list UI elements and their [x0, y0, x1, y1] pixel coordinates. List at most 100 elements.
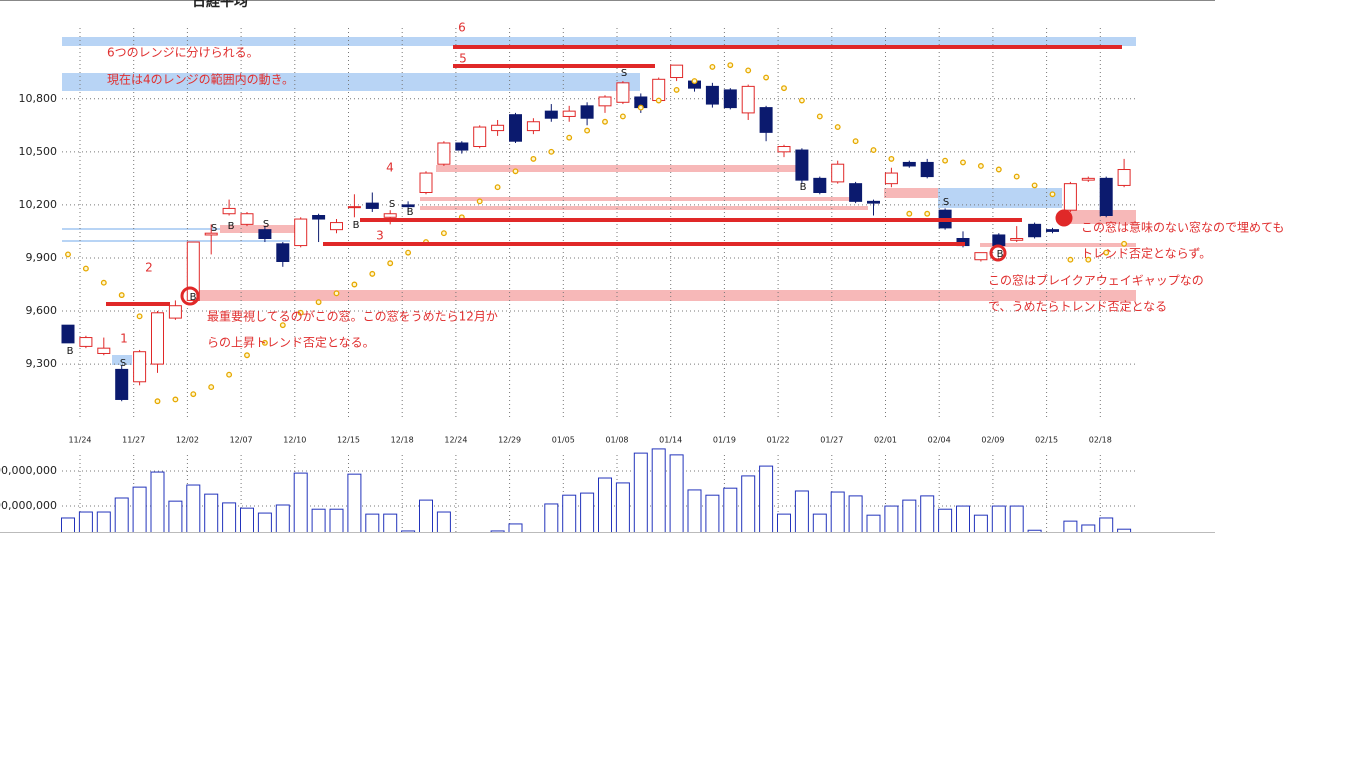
- x-tick-label: 12/07: [230, 436, 253, 445]
- sar-dot: [351, 281, 358, 288]
- volume-bar: [723, 487, 738, 532]
- candle-body: [902, 161, 916, 167]
- candle-body: [115, 368, 129, 400]
- volume-bar: [490, 530, 505, 532]
- volume-bar: [562, 494, 577, 532]
- candle-body: [705, 85, 719, 105]
- volume-bar: [78, 511, 93, 532]
- sar-dot: [691, 78, 698, 85]
- sar-dot: [655, 97, 662, 104]
- sar-dot: [745, 67, 752, 74]
- volume-bar: [275, 504, 290, 532]
- volume-bar: [257, 512, 272, 532]
- y-tick-label: 9,900: [26, 251, 58, 264]
- candle-body: [168, 305, 182, 319]
- candle-body: [437, 142, 451, 165]
- sar-dot: [584, 127, 591, 134]
- volume-bar: [204, 493, 219, 532]
- volume-bar: [329, 508, 344, 532]
- volume-bar: [812, 513, 827, 532]
- volume-bar: [114, 497, 129, 532]
- range-label: 2: [145, 261, 153, 275]
- x-tick-label: 12/18: [391, 436, 414, 445]
- sar-dot: [261, 339, 268, 346]
- sar-dot: [387, 260, 394, 267]
- range-label: 4: [386, 161, 394, 175]
- signal: B: [800, 182, 807, 193]
- sar-dot: [244, 352, 250, 359]
- x-tick-label: 01/05: [552, 436, 575, 445]
- x-tick-label: 01/08: [605, 436, 628, 445]
- y-tick-label: 10,500: [19, 145, 58, 158]
- sar-dot: [1013, 173, 1020, 180]
- candle-body: [509, 114, 522, 142]
- candle-body: [598, 96, 612, 107]
- sar-dot: [995, 166, 1002, 173]
- volume-bar: [150, 471, 165, 532]
- volume-bar: [401, 530, 416, 532]
- band: [112, 355, 132, 365]
- sar-dot: [566, 134, 573, 141]
- candle-body: [992, 234, 1006, 247]
- candle-body: [831, 163, 845, 183]
- volume-bar: [240, 507, 254, 532]
- x-tick-label: 02/01: [874, 436, 897, 445]
- volume-bar: [383, 513, 398, 532]
- chart-title: 日経平均: [192, 0, 248, 10]
- volume-bar: [293, 472, 308, 532]
- x-tick-label: 01/22: [767, 436, 790, 445]
- volume-bar: [598, 477, 612, 532]
- sar-dot: [924, 210, 931, 217]
- volume-bar: [1117, 528, 1132, 532]
- candle-body: [473, 126, 487, 148]
- candle-body: [813, 177, 827, 194]
- signal: B: [228, 221, 235, 232]
- candle-body: [97, 347, 111, 354]
- band: [62, 240, 290, 242]
- candle-body: [186, 241, 200, 301]
- candle-body: [1028, 223, 1042, 238]
- volume-bar: [687, 489, 702, 532]
- volume-bar: [973, 514, 988, 532]
- volume-bar: [436, 511, 451, 532]
- volume-bar: [884, 505, 899, 532]
- sar-dot: [1067, 256, 1074, 263]
- signals: B S B S B S B S B S B S B: [67, 68, 1004, 369]
- annotation: 現在は4のレンジの範囲内の動き。: [107, 72, 294, 87]
- candle-body: [312, 215, 326, 220]
- candle-body: [920, 161, 934, 178]
- volume-bar: [347, 473, 362, 532]
- band: [938, 188, 1062, 208]
- candle-body: [455, 142, 469, 151]
- sar-dot: [494, 184, 501, 191]
- range-lines: [106, 45, 1122, 306]
- annotation-bands: [62, 37, 1136, 365]
- x-tick-label: 12/10: [283, 436, 306, 445]
- x-tick-label: 02/09: [981, 436, 1004, 445]
- sar-dot: [315, 299, 322, 306]
- candle-body: [526, 121, 540, 132]
- sar-dot: [673, 86, 680, 93]
- range-labels: 1 2 3 4 5 6: [120, 21, 467, 346]
- signal: S: [263, 219, 269, 230]
- signal: B: [997, 249, 1004, 260]
- y-tick-label: 9,300: [26, 357, 58, 370]
- gap-circle: [1055, 209, 1073, 227]
- sar-dot: [602, 118, 608, 125]
- volume-bar: [741, 475, 756, 532]
- candle-body: [884, 172, 898, 185]
- gap-circle: [180, 286, 200, 306]
- band: [436, 165, 800, 172]
- candle-body: [258, 229, 272, 239]
- annotation: 6つのレンジに分けられる。: [107, 46, 259, 60]
- annotation: トレンド否定とならず。: [1081, 246, 1211, 261]
- signal: S: [120, 358, 126, 369]
- band: [62, 37, 1136, 46]
- volume-bar: [830, 491, 845, 532]
- candle-body: [1099, 177, 1113, 217]
- sar-dot: [763, 74, 770, 81]
- sar-dot: [1121, 240, 1128, 247]
- signal: S: [621, 68, 627, 79]
- band: [190, 290, 1136, 301]
- sar-dot: [530, 155, 537, 162]
